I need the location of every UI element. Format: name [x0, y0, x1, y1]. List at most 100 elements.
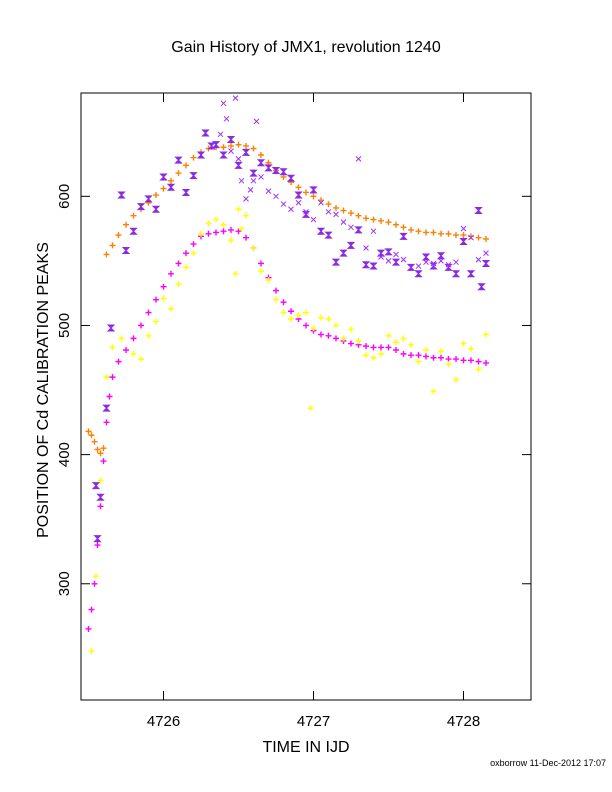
- data-point-s1: [97, 503, 104, 510]
- data-point-s4: [109, 344, 116, 351]
- data-point-s0: [183, 162, 189, 169]
- data-point-s0: [355, 212, 362, 219]
- data-point-s0: [370, 216, 377, 223]
- data-point-s3: [333, 211, 339, 218]
- data-point-s1: [400, 350, 407, 357]
- data-point-s0: [453, 232, 459, 239]
- data-point-s1: [168, 270, 174, 277]
- data-point-s3: [217, 131, 224, 138]
- data-point-s3: [363, 245, 369, 251]
- data-point-s0: [88, 432, 95, 439]
- data-point-s1: [430, 354, 437, 361]
- data-point-s1: [220, 228, 227, 235]
- data-point-s1: [138, 322, 144, 329]
- data-point-s0: [109, 242, 116, 249]
- data-point-s1: [445, 356, 452, 363]
- data-point-s0: [190, 154, 197, 161]
- data-point-s2: [241, 148, 251, 156]
- data-point-s1: [363, 343, 369, 350]
- data-point-s2: [256, 159, 266, 167]
- data-point-s3: [355, 156, 362, 162]
- data-point-s0: [325, 201, 332, 208]
- data-point-s3: [370, 228, 377, 235]
- data-point-s1: [483, 359, 489, 366]
- data-point-s4: [460, 340, 467, 347]
- data-point-s3: [468, 234, 474, 241]
- data-point-s1: [85, 625, 92, 632]
- data-point-s2: [93, 535, 102, 543]
- data-point-s4: [103, 374, 110, 381]
- data-point-s3: [445, 261, 452, 268]
- data-point-s3: [475, 256, 482, 263]
- data-point-s4: [453, 376, 459, 383]
- data-point-s0: [153, 192, 159, 199]
- data-point-s0: [483, 235, 489, 242]
- y-tick-label: 300: [56, 571, 73, 596]
- data-point-s1: [438, 354, 444, 361]
- data-point-s2: [136, 203, 146, 211]
- data-point-s0: [168, 177, 174, 184]
- data-point-s0: [438, 230, 444, 237]
- data-point-s2: [346, 241, 356, 249]
- data-point-s2: [316, 227, 326, 235]
- data-point-s4: [423, 347, 429, 354]
- data-point-s4: [238, 225, 245, 232]
- data-point-s2: [117, 191, 126, 199]
- data-point-s2: [466, 270, 476, 278]
- data-point-s4: [475, 366, 482, 373]
- data-point-s1: [190, 241, 197, 248]
- data-point-s2: [166, 183, 176, 191]
- data-point-s1: [333, 335, 339, 342]
- data-point-s3: [348, 224, 354, 231]
- data-point-s2: [201, 129, 210, 137]
- data-point-s0: [250, 145, 257, 152]
- y-tick-label: 600: [56, 184, 73, 209]
- data-point-s4: [355, 337, 362, 344]
- data-point-s2: [151, 205, 161, 213]
- data-point-s2: [286, 174, 296, 182]
- data-point-s1: [280, 299, 287, 306]
- data-point-s3: [340, 219, 347, 226]
- data-point-s3: [223, 115, 230, 122]
- data-point-s3: [220, 100, 227, 107]
- data-point-s1: [123, 347, 129, 354]
- data-point-s1: [415, 352, 422, 359]
- data-point-s0: [103, 251, 110, 258]
- data-point-s1: [393, 347, 399, 354]
- data-point-s0: [423, 229, 429, 236]
- data-point-s0: [97, 450, 104, 457]
- data-point-s3: [235, 156, 242, 162]
- data-point-s4: [213, 216, 219, 223]
- data-point-s2: [174, 156, 183, 164]
- data-point-s2: [339, 249, 348, 257]
- data-point-s0: [340, 207, 347, 214]
- data-point-s2: [207, 142, 216, 150]
- data-point-s1: [228, 226, 234, 233]
- data-point-s2: [189, 172, 198, 180]
- data-point-s1: [145, 309, 152, 316]
- data-point-s0: [393, 221, 399, 228]
- data-point-s1: [88, 606, 95, 613]
- data-point-s3: [393, 251, 399, 258]
- data-point-s4: [273, 296, 279, 303]
- data-point-s2: [144, 195, 153, 203]
- data-point-s0: [310, 193, 317, 200]
- data-point-s4: [265, 277, 272, 284]
- data-point-s1: [160, 283, 167, 290]
- data-point-s4: [258, 268, 264, 275]
- data-point-s1: [115, 358, 122, 365]
- data-point-s4: [415, 358, 422, 365]
- data-point-s4: [190, 250, 197, 257]
- data-point-s0: [445, 230, 452, 237]
- data-point-s0: [115, 232, 122, 239]
- data-point-s4: [220, 221, 227, 228]
- data-point-s4: [307, 405, 314, 412]
- data-point-s4: [250, 244, 257, 251]
- data-point-s2: [354, 226, 363, 234]
- x-tick-label: 4728: [447, 713, 480, 730]
- data-point-s3: [430, 260, 437, 267]
- data-point-s2: [391, 258, 401, 266]
- data-point-s4: [232, 270, 239, 277]
- data-point-s1: [91, 580, 98, 587]
- data-point-s3: [310, 216, 317, 223]
